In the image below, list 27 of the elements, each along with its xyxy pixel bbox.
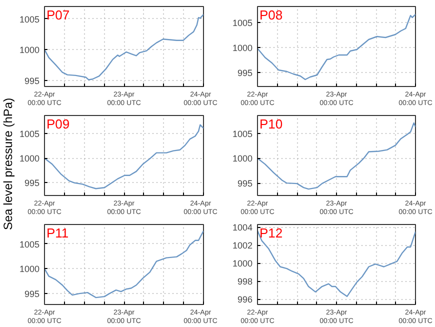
- chart-title: P09: [46, 116, 70, 132]
- y-tick-label: 998: [237, 276, 253, 287]
- y-tick-label: 1000: [19, 154, 40, 164]
- y-tick-label: 1005: [19, 14, 40, 24]
- y-tick-label: 1000: [19, 264, 40, 274]
- y-axis-title: Sea level pressure (hPa): [0, 97, 16, 230]
- y-tick-label: 1000: [232, 258, 253, 269]
- y-tick-label: 995: [24, 76, 40, 86]
- y-tick-label: 1004: [232, 222, 253, 233]
- y-tick-label: 995: [24, 178, 40, 188]
- chart-title: P10: [260, 116, 283, 132]
- y-tick-label: 995: [237, 68, 253, 78]
- y-tick-label: 1002: [232, 240, 253, 251]
- chart-title: P11: [46, 226, 69, 240]
- y-tick-label: 1005: [19, 129, 40, 140]
- y-tick-label: 1005: [232, 18, 253, 28]
- y-tick-label: 1000: [232, 43, 253, 53]
- y-tick-label: 1000: [19, 45, 40, 56]
- y-tick-label: 1000: [232, 154, 253, 164]
- chart-title: P07: [46, 8, 70, 22]
- y-tick-label: 995: [237, 178, 253, 189]
- y-tick-label: 995: [24, 289, 40, 300]
- y-tick-label: 1005: [19, 239, 40, 250]
- chart-title: P12: [260, 226, 283, 240]
- y-tick-label: 996: [237, 294, 253, 305]
- chart-title: P08: [260, 8, 283, 22]
- y-tick-label: 1005: [232, 128, 253, 139]
